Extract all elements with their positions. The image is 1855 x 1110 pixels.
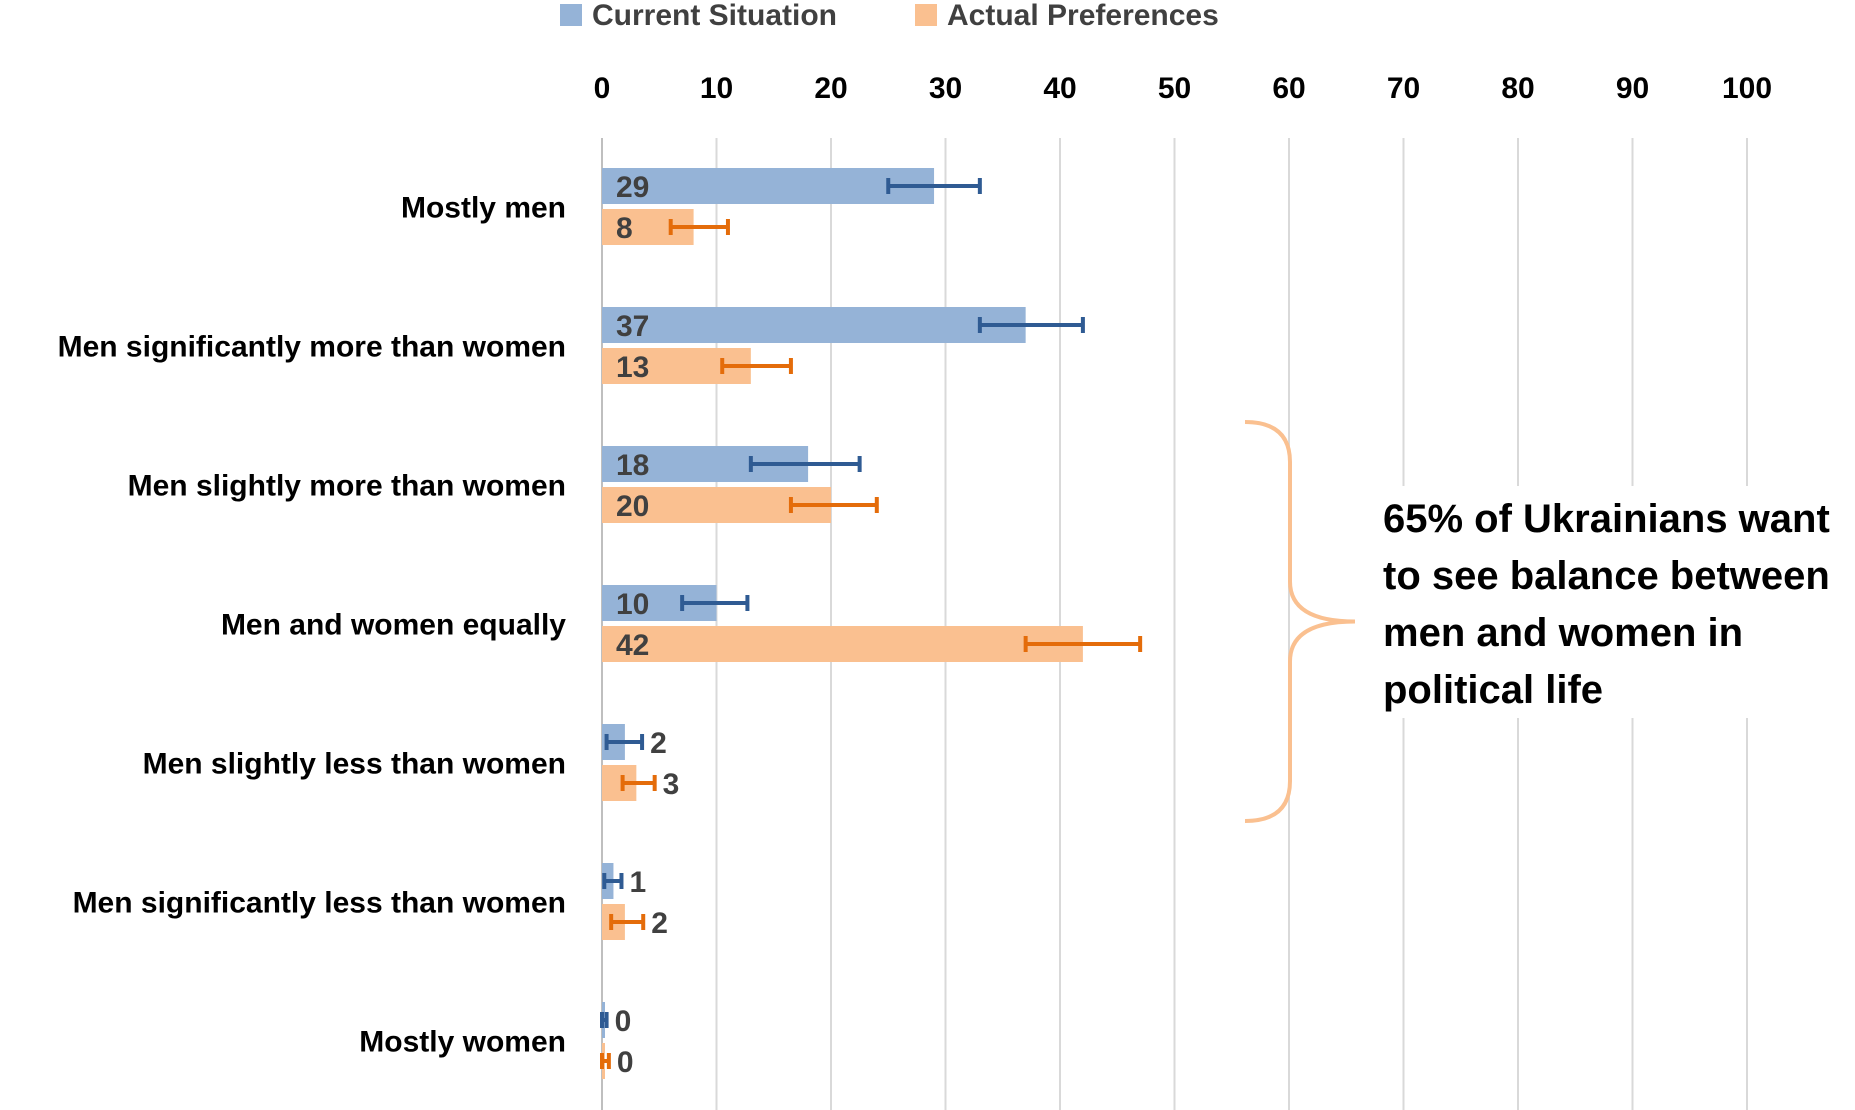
tick-label-90: 90	[1616, 72, 1649, 105]
data-label-5-0: 1	[629, 866, 646, 899]
category-labels: Mostly men Men significantly more than wo…	[58, 192, 567, 1059]
category-label-0: Mostly men	[401, 192, 566, 225]
bar-1-0	[602, 307, 1026, 343]
error-bar-0-0	[886, 178, 982, 194]
error-bar-4-0	[604, 734, 645, 750]
category-label-2: Men slightly more than women	[128, 470, 566, 503]
category-label-3: Men and women equally	[221, 609, 566, 642]
data-label-1-1: 13	[616, 351, 649, 384]
annotation-line-0: 65% of Ukrainians want	[1383, 497, 1830, 541]
bar-3-1	[602, 626, 1083, 662]
data-label-6-1: 0	[617, 1046, 634, 1079]
tick-label-30: 30	[929, 72, 962, 105]
legend-label-0: Current Situation	[592, 0, 837, 32]
error-bar-6-0	[600, 1012, 609, 1028]
data-label-4-0: 2	[650, 727, 667, 760]
error-bar-5-1	[609, 914, 646, 930]
error-bar-3-0	[680, 595, 750, 611]
tick-label-20: 20	[814, 72, 847, 105]
error-bar-2-1	[788, 497, 879, 513]
data-label-3-0: 10	[616, 588, 649, 621]
data-label-6-0: 0	[615, 1005, 632, 1038]
tick-label-10: 10	[700, 72, 733, 105]
category-label-6: Mostly women	[359, 1026, 566, 1059]
error-bar-5-0	[602, 873, 624, 889]
error-bar-4-1	[620, 775, 657, 791]
curly-brace	[1244, 420, 1356, 823]
error-bar-1-0	[977, 317, 1085, 333]
tick-label-40: 40	[1043, 72, 1076, 105]
annotation: 65% of Ukrainians want to see balance bet…	[1244, 420, 1855, 823]
data-label-3-1: 42	[616, 629, 649, 662]
data-label-0-0: 29	[616, 171, 649, 204]
tick-label-80: 80	[1501, 72, 1534, 105]
legend-swatch-1	[915, 4, 937, 26]
annotation-line-3: political life	[1383, 668, 1603, 712]
x-axis-ticks: 0 10 20 30 40 50 60 70 80 90 100	[594, 72, 1772, 105]
error-bar-3-1	[1023, 636, 1143, 652]
data-label-5-1: 2	[651, 907, 668, 940]
data-label-2-1: 20	[616, 490, 649, 523]
bars	[602, 168, 1083, 1079]
tick-label-100: 100	[1722, 72, 1772, 105]
annotation-background	[1370, 486, 1855, 718]
bar-0-0	[602, 168, 935, 204]
data-label-4-1: 3	[663, 768, 680, 801]
tick-label-0: 0	[594, 72, 611, 105]
error-bar-1-1	[720, 358, 793, 374]
tick-label-50: 50	[1158, 72, 1191, 105]
error-bar-6-1	[600, 1053, 611, 1069]
tick-label-60: 60	[1272, 72, 1305, 105]
category-label-4: Men slightly less than women	[143, 748, 566, 781]
error-bars	[600, 178, 1143, 1069]
legend-label-1: Actual Preferences	[947, 0, 1219, 32]
data-label-1-0: 37	[616, 310, 649, 343]
annotation-line-2: men and women in	[1383, 611, 1743, 655]
data-label-2-0: 18	[616, 449, 649, 482]
legend: Current Situation Actual Preferences	[560, 0, 1219, 32]
category-label-5: Men significantly less than women	[73, 887, 566, 920]
tick-label-70: 70	[1387, 72, 1420, 105]
legend-swatch-0	[560, 4, 582, 26]
annotation-line-1: to see balance between	[1383, 554, 1830, 598]
data-label-0-1: 8	[616, 212, 633, 245]
category-label-1: Men significantly more than women	[58, 331, 566, 364]
error-bar-2-0	[748, 456, 862, 472]
error-bar-0-1	[668, 219, 730, 235]
